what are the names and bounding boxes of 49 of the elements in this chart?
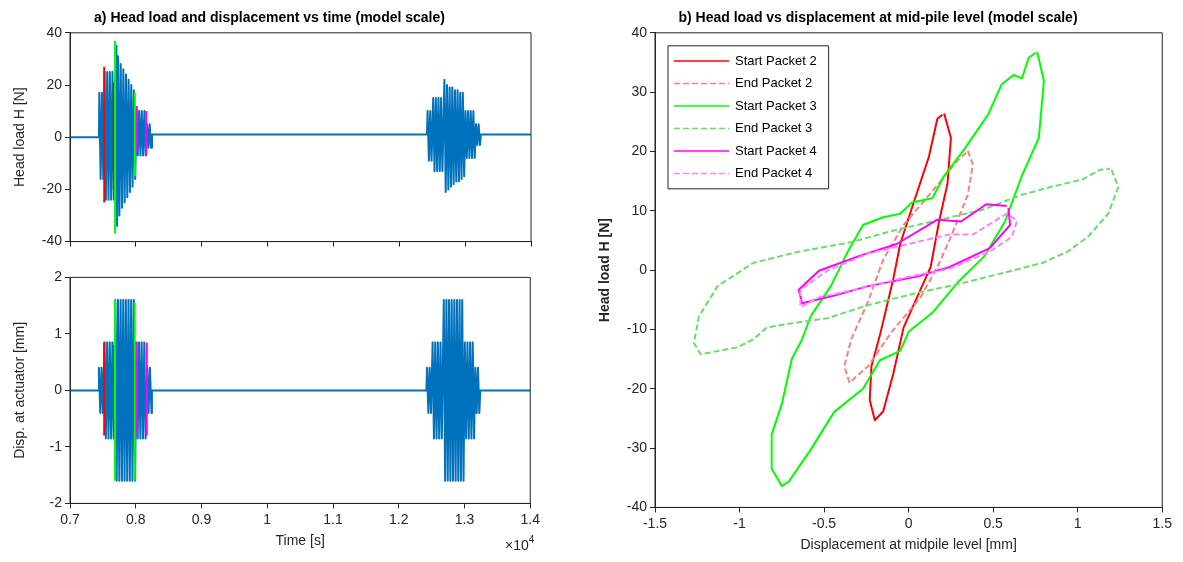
y-tick-label: 40: [631, 23, 648, 40]
x-tick-label: 1.1: [323, 510, 343, 527]
y-tick-label: 1: [54, 324, 63, 341]
y-tick-label: -40: [41, 232, 63, 249]
x-axis-title: Displacement at midpile level [mm]: [800, 536, 1017, 553]
x-tick-label: 1: [263, 510, 272, 527]
y-tick-label: 40: [46, 23, 63, 40]
y-tick-label: 2: [54, 268, 63, 285]
chart-title: a) Head load and displacement vs time (model scale): [94, 9, 445, 26]
x-tick-label: 1.2: [389, 510, 409, 527]
x-tick-label: 0.9: [191, 510, 212, 527]
y-tick-label: -30: [626, 438, 648, 455]
x-tick-label: -1: [733, 514, 746, 531]
y-tick-label: 0: [639, 260, 648, 277]
y-tick-label: -2: [49, 494, 63, 511]
y-tick-label: 20: [631, 142, 648, 159]
y-tick-label: -10: [626, 320, 648, 337]
x-tick-label: 1.5: [1152, 514, 1173, 531]
line-series: [843, 149, 974, 384]
x-tick-label: 0.7: [60, 510, 80, 527]
x-tick-label: -0.5: [812, 514, 837, 531]
y-tick-label: 0: [54, 128, 63, 145]
y-tick-label: -1: [49, 437, 63, 454]
x-tick-label: -1.5: [642, 514, 668, 531]
x-tick-label: 1.4: [520, 510, 541, 527]
legend-label: End Packet 3: [735, 120, 813, 136]
line-series: [692, 167, 1120, 356]
x-axis-title: Time [s]: [275, 532, 325, 549]
x-tick-label: 0.8: [126, 510, 146, 527]
legend-label: Start Packet 2: [735, 52, 817, 68]
legend-label: Start Packet 4: [735, 142, 817, 158]
chart-title: b) Head load vs displacement at mid-pile level (model scale): [678, 9, 1078, 26]
x-tick-label: 0.5: [983, 514, 1004, 531]
x-tick-label: 1.3: [454, 510, 475, 527]
legend-label: End Packet 4: [735, 165, 813, 181]
legend-label: Start Packet 3: [735, 97, 817, 113]
y-axis-title: Head load H [N]: [596, 217, 613, 323]
x-tick-label: 0: [904, 514, 913, 531]
y-axis-title: Head load H [N]: [11, 87, 28, 187]
y-tick-label: -20: [41, 180, 63, 197]
x-tick-label: 1: [1073, 514, 1082, 531]
y-tick-label: -20: [626, 379, 648, 396]
y-axis-title: Disp. at actuator [mm]: [11, 321, 28, 459]
y-tick-label: 10: [631, 201, 648, 218]
y-tick-label: 30: [631, 82, 648, 99]
y-tick-label: -40: [626, 498, 648, 515]
legend-label: End Packet 2: [735, 75, 813, 91]
y-tick-label: 0: [54, 381, 63, 398]
y-tick-label: 20: [46, 75, 63, 92]
